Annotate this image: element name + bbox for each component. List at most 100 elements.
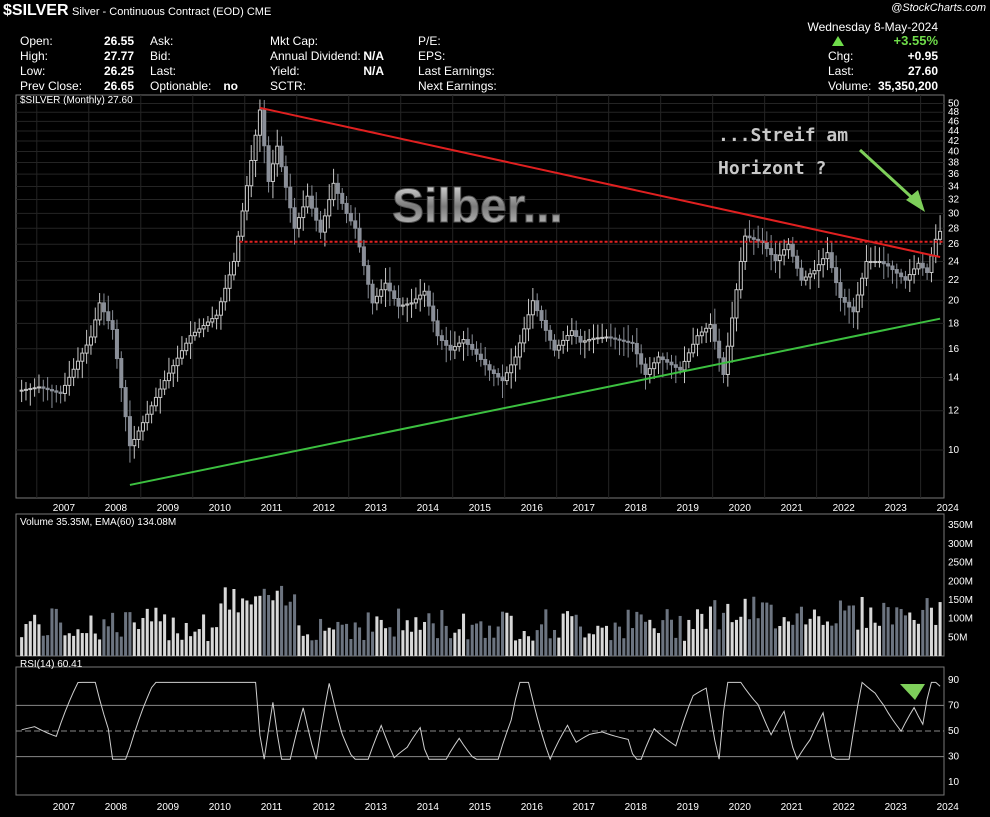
volume-bar [371, 631, 375, 656]
candle-body [275, 145, 280, 165]
volume-bar [492, 637, 496, 656]
volume-bar [496, 626, 500, 656]
volume-bar [613, 622, 617, 656]
candle-body [383, 282, 388, 291]
candle-body [149, 405, 154, 415]
candle-body [36, 386, 41, 389]
candle-body [647, 368, 652, 375]
candle-body [166, 372, 171, 382]
annotation-horizont: Horizont ? [718, 158, 826, 179]
volume-bar [856, 629, 860, 656]
volume-bar [825, 621, 829, 656]
volume-bar [340, 624, 344, 656]
volume-bar [643, 621, 648, 656]
volume-bar [232, 588, 236, 656]
candle-body [548, 329, 553, 341]
volume-bar [384, 628, 388, 656]
rsi-tick-label: 90 [948, 675, 960, 686]
candle-body [413, 298, 418, 304]
volume-bar [59, 622, 63, 656]
candle-body [136, 430, 141, 440]
volume-bar [119, 636, 123, 656]
symbol: $SILVER [3, 2, 69, 19]
volume-bar [405, 620, 409, 656]
candle-body [288, 186, 293, 209]
candle-body [444, 340, 449, 346]
volume-bar [721, 612, 725, 656]
volume-bar [561, 613, 565, 656]
candle-body [851, 306, 856, 313]
volume-bar [730, 622, 734, 656]
candle-body [522, 328, 527, 344]
candle-body [873, 260, 878, 263]
volume-bar [163, 614, 167, 656]
volume-bar [336, 621, 340, 656]
volume-bar [93, 633, 97, 656]
volume-bar [332, 629, 336, 656]
candle-body [929, 255, 934, 274]
price-tick-label: 32 [948, 195, 960, 206]
price-tick-label: 40 [948, 146, 960, 157]
x-tick-label: 2009 [157, 802, 180, 813]
eps-label: EPS: [418, 49, 446, 63]
candle-body [244, 185, 249, 212]
volume-bar [886, 607, 890, 656]
candle-body [457, 342, 462, 348]
candle-body [786, 243, 791, 251]
volume-bar [600, 627, 604, 656]
candle-body [448, 344, 453, 351]
last-price-label: Last: [828, 64, 855, 78]
price-tick-label: 50 [948, 98, 960, 109]
candle-body [712, 324, 717, 342]
candle-body [439, 335, 444, 342]
volume-bar [591, 634, 596, 656]
candle-body [19, 389, 24, 392]
volume-bar [288, 601, 292, 656]
volume-bar [782, 617, 786, 656]
candle-body [626, 340, 631, 343]
volume-bar [860, 596, 864, 656]
volume-bar [622, 638, 626, 656]
candle-body [816, 264, 821, 272]
candle-body [340, 192, 345, 204]
candle-body [231, 260, 236, 276]
price-tick-label: 20 [948, 296, 960, 307]
candle-body [101, 302, 106, 313]
candle-body [374, 295, 379, 304]
price-tick-label: 16 [948, 344, 960, 355]
candle-body [223, 287, 228, 303]
candle-body [366, 265, 371, 285]
x-tick-label: 2011 [261, 503, 283, 514]
volume-bar [202, 614, 206, 656]
volume-bar [271, 600, 275, 656]
price-tick-label: 12 [948, 406, 960, 417]
candle-body [574, 330, 579, 337]
candle-body [600, 336, 605, 339]
candle-body [335, 182, 340, 194]
candle-body [75, 360, 80, 370]
volume-bar [150, 621, 154, 656]
volume-bar [652, 628, 656, 656]
candle-body [41, 386, 46, 389]
volume-bar [254, 596, 258, 656]
candle-body [431, 305, 436, 322]
volume-bar [743, 598, 747, 656]
candle-body [886, 263, 891, 267]
volume-bar [280, 585, 284, 656]
sctr-label: SCTR: [270, 79, 306, 93]
price-tick-label: 14 [948, 373, 960, 384]
candle-body [730, 317, 735, 347]
volume-bar [795, 613, 799, 656]
volume-bar [210, 627, 214, 656]
volume-bar [773, 628, 777, 656]
volume-bar [379, 619, 383, 656]
volume-bar [873, 622, 877, 656]
candle-body [782, 249, 787, 256]
price-tick-label: 48 [948, 107, 960, 118]
volume-bar [418, 629, 422, 656]
volume-bar [899, 608, 903, 656]
volume-bar [228, 609, 232, 656]
candle-body [474, 348, 479, 355]
volume-bar [479, 621, 483, 656]
candle-body [23, 388, 28, 391]
